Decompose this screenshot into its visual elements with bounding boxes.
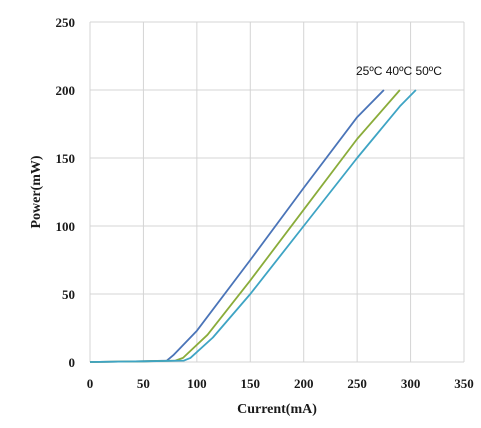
x-tick-label: 100 <box>187 376 207 391</box>
y-axis-label: Power(mW) <box>29 155 44 228</box>
series-lines <box>89 89 417 363</box>
legend-labels: 25ºC 40ºC 50ºC <box>356 64 442 78</box>
y-tick-label: 250 <box>56 15 76 30</box>
grid-lines <box>89 21 465 363</box>
x-tick-label: 250 <box>347 376 367 391</box>
y-tick-label: 150 <box>56 151 76 166</box>
x-tick-label: 50 <box>137 376 150 391</box>
x-tick-label: 0 <box>87 376 94 391</box>
series-line-50c <box>89 89 417 363</box>
x-axis-label: Current(mA) <box>237 402 317 417</box>
y-tick-label: 0 <box>69 355 76 370</box>
y-tick-label: 50 <box>62 287 75 302</box>
tick-labels: 0 50 100 150 200 250 300 350 0 50 100 150 200 250 <box>56 15 474 391</box>
y-tick-label: 100 <box>56 219 76 234</box>
x-tick-label: 150 <box>241 376 261 391</box>
x-tick-label: 350 <box>454 376 474 391</box>
x-tick-label: 300 <box>401 376 421 391</box>
x-tick-label: 200 <box>294 376 314 391</box>
y-tick-label: 200 <box>56 83 76 98</box>
